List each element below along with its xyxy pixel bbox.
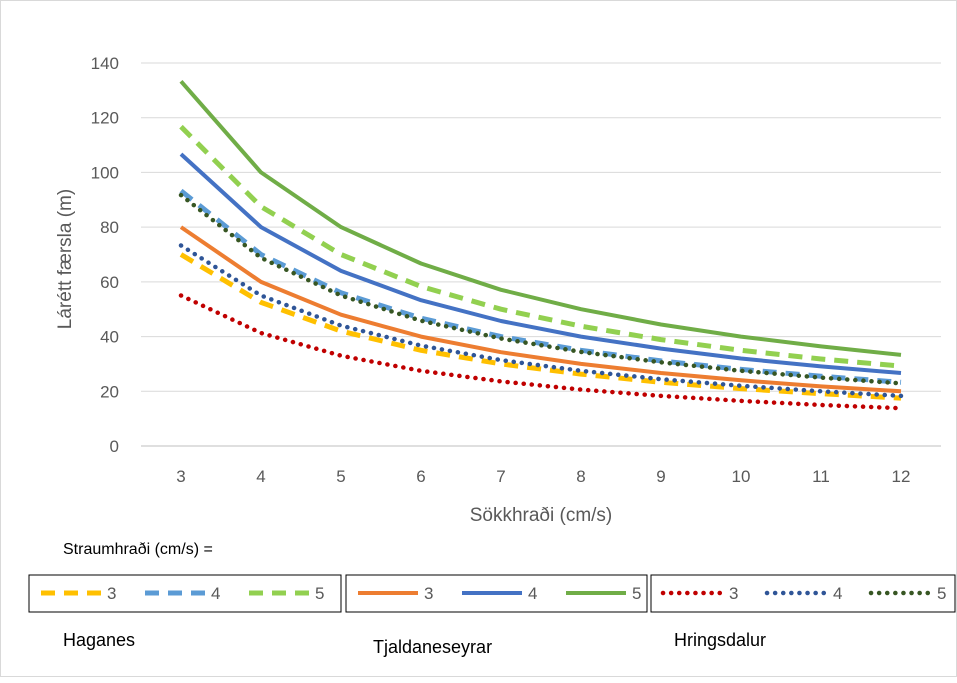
x-tick-label: 8 [576, 467, 585, 486]
y-axis-title: Lárétt færsla (m) [55, 189, 76, 329]
legend-group-haganes: 3 4 5 [28, 574, 342, 613]
legend-group-tjaldaneseyrar: 3 4 5 [345, 574, 648, 613]
series-line-tjaldaneseyrar-3 [179, 225, 902, 394]
legend-entry-label: 5 [315, 584, 324, 603]
series-line-haganes-3 [179, 252, 902, 401]
series-line-tjaldaneseyrar-5 [179, 79, 902, 357]
legend-entry-label: 3 [729, 584, 738, 603]
y-tick-label: 80 [100, 218, 119, 237]
y-tick-label: 40 [100, 328, 119, 347]
legend-entry-label: 4 [528, 584, 537, 603]
legend-entry-label: 4 [833, 584, 842, 603]
series-lines [178, 79, 904, 411]
x-tick-label: 10 [732, 467, 751, 486]
legend-entry-label: 4 [211, 584, 220, 603]
site-label-tjaldaneseyrar: Tjaldaneseyrar [373, 637, 492, 657]
gridlines [141, 62, 941, 447]
x-tick-label: 12 [892, 467, 911, 486]
legend-caption: Straumhraði (cm/s) = [63, 541, 213, 558]
x-axis-ticks: 3 4 5 6 7 8 9 10 11 12 [176, 467, 910, 486]
site-label-hringsdalur: Hringsdalur [674, 630, 766, 650]
site-label-haganes: Haganes [63, 630, 135, 650]
y-tick-label: 100 [91, 163, 119, 182]
x-tick-label: 5 [336, 467, 345, 486]
x-axis-title: Sökkhraði (cm/s) [470, 505, 613, 526]
legend-box [28, 574, 342, 613]
series-line-haganes-5 [179, 124, 902, 369]
x-tick-label: 11 [812, 467, 830, 486]
legend: 3 4 5 Haganes 3 4 5 Tjaldaneseyrar 3 4 5 Hringsdalu… [28, 574, 956, 657]
legend-entry-label: 5 [632, 584, 641, 603]
y-tick-label: 20 [100, 382, 119, 401]
legend-group-hringsdalur: 3 4 5 [650, 574, 956, 613]
series-line-tjaldaneseyrar-4 [179, 152, 902, 375]
y-axis-ticks: 0 20 40 60 80 100 120 140 [91, 54, 119, 456]
x-tick-label: 9 [656, 467, 665, 486]
y-tick-label: 60 [100, 273, 119, 292]
series-line-hringsdalur-5 [178, 192, 904, 386]
legend-entry-label: 3 [107, 584, 116, 603]
x-tick-label: 3 [176, 467, 185, 486]
series-line-hringsdalur-4 [178, 243, 904, 399]
legend-entry-label: 3 [424, 584, 433, 603]
legend-entry-label: 5 [937, 584, 946, 603]
x-tick-label: 4 [256, 467, 265, 486]
y-tick-label: 120 [91, 109, 119, 128]
y-tick-label: 0 [110, 437, 119, 456]
series-line-hringsdalur-3 [178, 293, 904, 411]
legend-box [650, 574, 956, 613]
legend-box [345, 574, 648, 613]
x-tick-label: 6 [416, 467, 425, 486]
y-tick-label: 140 [91, 54, 119, 73]
x-tick-label: 7 [496, 467, 505, 486]
